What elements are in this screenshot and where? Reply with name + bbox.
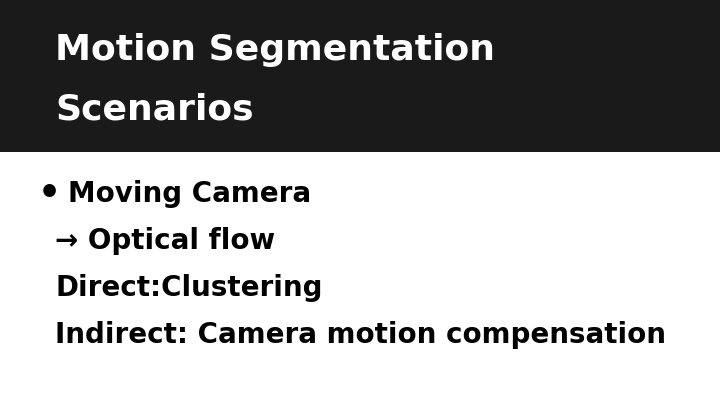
Bar [0,0,720,152]
Text: Motion Segmentation: Motion Segmentation [55,33,495,67]
Text: Moving Camera: Moving Camera [68,180,311,208]
Text: •: • [38,177,61,211]
Text: Direct:Clustering: Direct:Clustering [55,274,323,302]
Text: Indirect: Camera motion compensation: Indirect: Camera motion compensation [55,321,666,349]
Text: Scenarios: Scenarios [55,92,253,126]
Text: → Optical flow: → Optical flow [55,227,275,255]
